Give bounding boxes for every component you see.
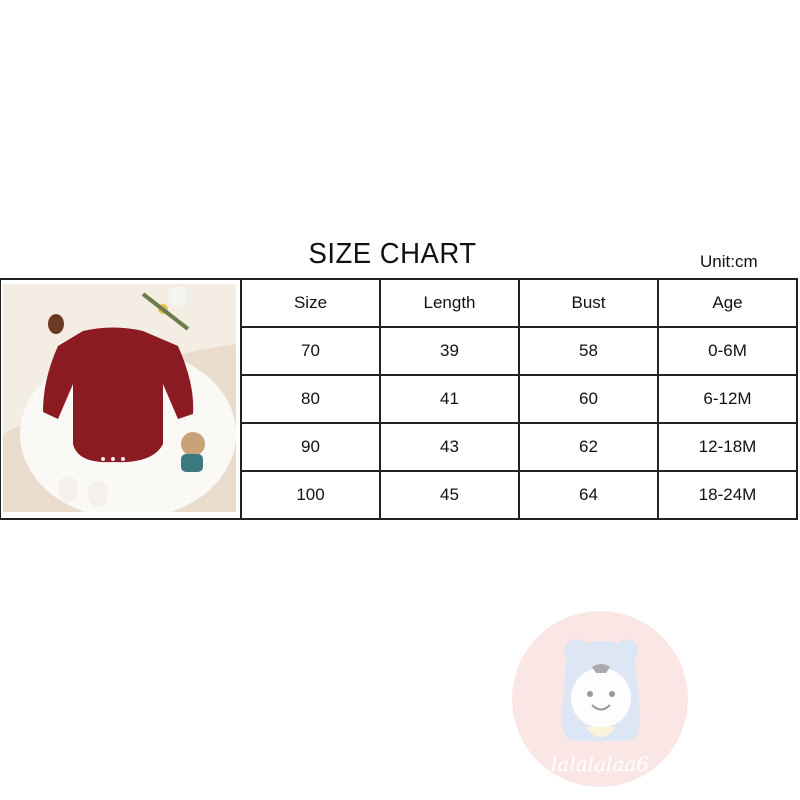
table-row: 100 45 64 18-24M <box>240 470 798 520</box>
table-cell: 39 <box>379 326 520 376</box>
table-row: 80 41 60 6-12M <box>240 374 798 424</box>
table-cell: 64 <box>518 470 659 520</box>
table-cell: 12-18M <box>657 422 798 472</box>
table-row: 90 43 62 12-18M <box>240 422 798 472</box>
product-photo <box>3 284 236 512</box>
table-cell: 80 <box>240 374 381 424</box>
table-cell: 70 <box>240 326 381 376</box>
red-romper <box>43 327 194 463</box>
table-cell: 90 <box>240 422 381 472</box>
teddy-bear <box>181 432 205 472</box>
table-header-row: Size Length Bust Age <box>240 278 798 328</box>
pinecone <box>48 314 64 334</box>
table-cell: 6-12M <box>657 374 798 424</box>
table-cell: 100 <box>240 470 381 520</box>
header-cell: Age <box>657 278 798 328</box>
table-cell: 0-6M <box>657 326 798 376</box>
table-cell: 41 <box>379 374 520 424</box>
header-cell: Bust <box>518 278 659 328</box>
table-cell: 45 <box>379 470 520 520</box>
watermark-logo: lalalalaa6 <box>512 611 688 787</box>
size-chart-title: SIZE CHART <box>308 238 477 270</box>
header-cell: Length <box>379 278 520 328</box>
baby-shoes <box>58 476 108 507</box>
table-cell: 18-24M <box>657 470 798 520</box>
table-row: 70 39 58 0-6M <box>240 326 798 376</box>
table-cell: 58 <box>518 326 659 376</box>
table-cell: 43 <box>379 422 520 472</box>
size-table: Size Length Bust Age 70 39 58 0-6M 80 41… <box>240 278 798 520</box>
header-cell: Size <box>240 278 381 328</box>
watermark-text: lalalalaa6 <box>551 752 649 776</box>
table-cell: 60 <box>518 374 659 424</box>
unit-label: Unit:cm <box>700 252 758 271</box>
table-cell: 62 <box>518 422 659 472</box>
plant-decoration <box>141 286 190 331</box>
